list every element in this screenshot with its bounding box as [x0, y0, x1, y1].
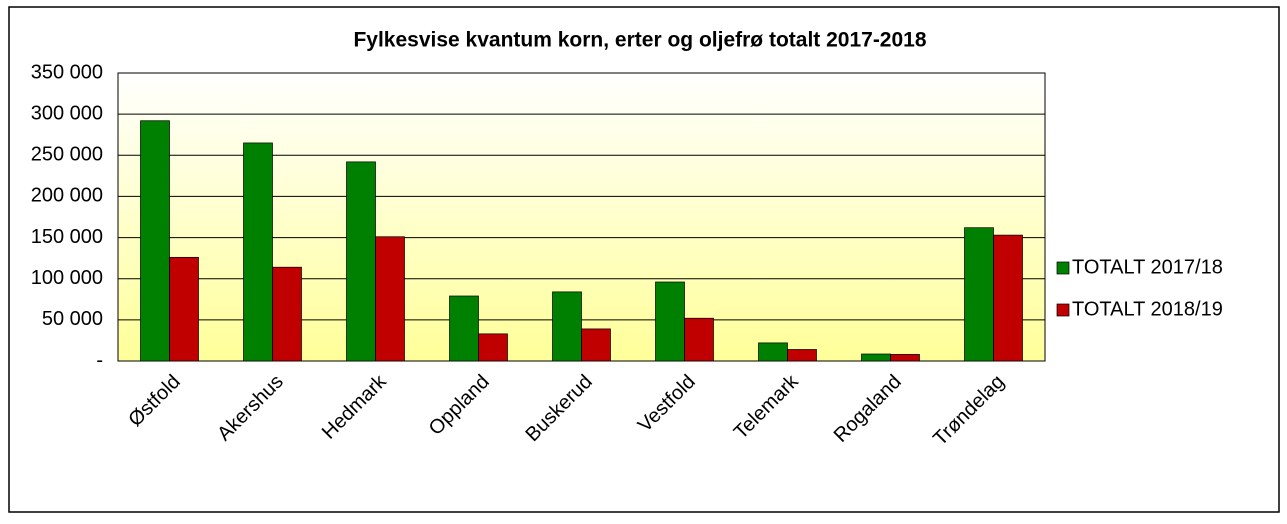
bar	[890, 354, 920, 362]
y-tick-label: 150 000	[31, 226, 103, 248]
bar	[478, 333, 508, 362]
legend-swatch	[1056, 261, 1070, 275]
y-tick-label: 300 000	[31, 102, 103, 124]
legend-label: TOTALT 2018/19	[1072, 298, 1223, 320]
bar	[964, 227, 994, 362]
legend-label: TOTALT 2017/18	[1072, 256, 1223, 278]
bar	[655, 281, 685, 362]
y-tick-label: 200 000	[31, 185, 103, 207]
bar	[684, 317, 714, 362]
bar	[787, 349, 817, 362]
bar	[449, 295, 479, 362]
bar	[861, 353, 891, 362]
bar	[169, 256, 199, 362]
bar	[552, 291, 582, 362]
chart-title: Fylkesvise kvantum korn, erter og oljefr…	[353, 29, 926, 52]
bar	[140, 120, 170, 362]
bar	[375, 236, 405, 362]
y-tick-label: 350 000	[31, 61, 103, 83]
y-tick-label: -	[96, 349, 103, 371]
bar	[993, 234, 1023, 362]
bar	[272, 266, 302, 362]
y-tick-label: 250 000	[31, 144, 103, 166]
bar	[346, 161, 376, 362]
bar	[581, 328, 611, 362]
y-tick-label: 50 000	[42, 308, 103, 330]
bar	[758, 342, 788, 362]
y-tick-label: 100 000	[31, 267, 103, 289]
legend-swatch	[1056, 303, 1070, 317]
bar	[243, 142, 273, 362]
